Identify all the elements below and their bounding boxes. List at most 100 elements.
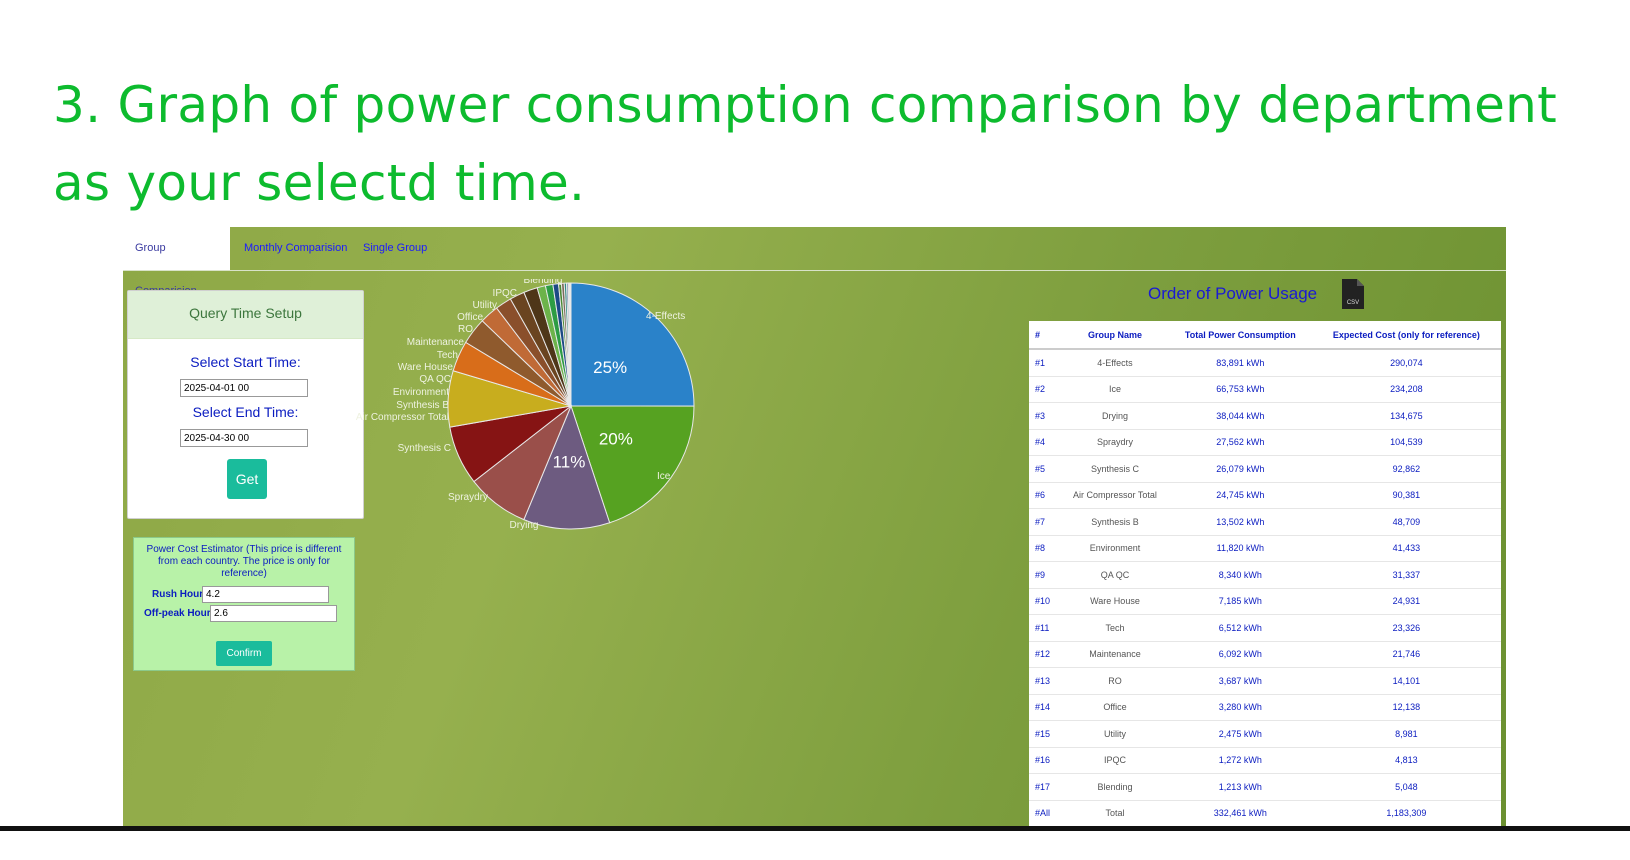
- table-row: #15 Utility 2,475 kWh 8,981: [1029, 720, 1501, 748]
- rank-cell: #16: [1029, 747, 1061, 774]
- col-total-power-header: Total Power Consumption: [1168, 321, 1312, 350]
- pie-percent-label: 20%: [599, 429, 633, 448]
- table-row: #14 Office 3,280 kWh 12,138: [1029, 694, 1501, 721]
- order-title: Order of Power Usage: [1148, 284, 1318, 303]
- pie-category-label: Air Compressor Total: [356, 412, 449, 423]
- table-row: #3 Drying 38,044 kWh 134,675: [1029, 402, 1501, 430]
- table-header-row: # Group Name Total Power Consumption Exp…: [1029, 321, 1501, 350]
- power-cell: 1,213 kWh: [1168, 773, 1312, 801]
- pie-chart-svg: 25% 20% 11% 4-Effects Ice Drying Spraydry Synth…: [356, 275, 695, 531]
- end-time-label: Select End Time:: [192, 404, 299, 420]
- cost-cell: 92,862: [1311, 455, 1501, 483]
- pie-category-label: Synthesis C: [398, 443, 451, 454]
- rank-cell: #7: [1029, 508, 1061, 536]
- cost-cell: 12,138: [1311, 694, 1501, 721]
- rank-cell: #13: [1029, 667, 1061, 695]
- cost-cell: 234,208: [1311, 376, 1501, 403]
- table-row: #12 Maintenance 6,092 kWh 21,746: [1029, 641, 1501, 668]
- power-cell: 66,753 kWh: [1168, 376, 1312, 403]
- table-row: #13 RO 3,687 kWh 14,101: [1029, 667, 1501, 695]
- cost-cell: 1,183,309: [1311, 800, 1501, 827]
- group-name-cell: Synthesis B: [1061, 508, 1169, 536]
- group-name-cell: QA QC: [1061, 561, 1169, 589]
- rank-cell: #11: [1029, 614, 1061, 642]
- power-cell: 7,185 kWh: [1168, 588, 1312, 615]
- pie-percent-label: 25%: [593, 358, 627, 377]
- pie-category-label: Tech: [437, 350, 458, 361]
- tab-single-group[interactable]: Single Group: [363, 242, 428, 254]
- rank-cell: #5: [1029, 455, 1061, 483]
- rank-cell: #4: [1029, 429, 1061, 456]
- pie-slice[interactable]: [570, 282, 695, 407]
- rank-cell: #3: [1029, 402, 1061, 430]
- group-name-cell: 4-Effects: [1061, 349, 1169, 377]
- usage-table: # Group Name Total Power Consumption Exp…: [1029, 321, 1501, 827]
- power-cell: 83,891 kWh: [1168, 349, 1312, 377]
- cost-cell: 134,675: [1311, 402, 1501, 430]
- table-row: #16 IPQC 1,272 kWh 4,813: [1029, 747, 1501, 774]
- rank-cell: #1: [1029, 349, 1061, 377]
- table-row: #8 Environment 11,820 kWh 41,433: [1029, 535, 1501, 562]
- rank-cell: #12: [1029, 641, 1061, 668]
- rank-cell: #10: [1029, 588, 1061, 615]
- group-name-cell: Blending: [1061, 773, 1169, 801]
- start-time-label: Select Start Time:: [190, 354, 301, 370]
- group-name-cell: Spraydry: [1061, 429, 1169, 456]
- group-name-cell: Drying: [1061, 402, 1169, 430]
- rush-hour-input[interactable]: [202, 586, 329, 603]
- table-row: #1 4-Effects 83,891 kWh 290,074: [1029, 349, 1501, 377]
- confirm-button[interactable]: Confirm: [216, 641, 272, 666]
- pie-category-label: RO: [458, 324, 473, 335]
- power-cell: 332,461 kWh: [1168, 800, 1312, 827]
- power-cell: 6,512 kWh: [1168, 614, 1312, 642]
- tab-bar: Group Comparision Monthly Comparision Si…: [123, 227, 1506, 297]
- col-group-name-header: Group Name: [1061, 321, 1169, 350]
- cost-estimator-title: Power Cost Estimator (This price is diff…: [146, 544, 342, 579]
- table-row: #7 Synthesis B 13,502 kWh 48,709: [1029, 508, 1501, 536]
- power-dashboard-window: Group Comparision Monthly Comparision Si…: [123, 227, 1506, 828]
- pie-category-label: Drying: [510, 520, 539, 531]
- power-cell: 26,079 kWh: [1168, 455, 1312, 483]
- pie-slice[interactable]: [570, 405, 695, 524]
- group-name-cell: Synthesis C: [1061, 455, 1169, 483]
- table-row: #4 Spraydry 27,562 kWh 104,539: [1029, 429, 1501, 456]
- pie-percent-label: 11%: [553, 452, 586, 471]
- tab-monthly-comparision[interactable]: Monthly Comparision: [244, 242, 348, 254]
- pie-category-label: 4-Effects: [646, 311, 685, 322]
- group-name-cell: Air Compressor Total: [1061, 482, 1169, 509]
- table-row: #2 Ice 66,753 kWh 234,208: [1029, 376, 1501, 403]
- cost-cell: 8,981: [1311, 720, 1501, 748]
- col-rank-header: #: [1029, 321, 1061, 350]
- table-row: #17 Blending 1,213 kWh 5,048: [1029, 773, 1501, 801]
- table-row: #6 Air Compressor Total 24,745 kWh 90,381: [1029, 482, 1501, 509]
- cost-cell: 24,931: [1311, 588, 1501, 615]
- off-peak-hour-input[interactable]: [210, 605, 337, 622]
- end-time-input[interactable]: [180, 429, 308, 447]
- table-row: #9 QA QC 8,340 kWh 31,337: [1029, 561, 1501, 589]
- pie-slice[interactable]: [523, 404, 611, 530]
- group-name-cell: Tech: [1061, 614, 1169, 642]
- table-row: #11 Tech 6,512 kWh 23,326: [1029, 614, 1501, 642]
- power-cell: 38,044 kWh: [1168, 402, 1312, 430]
- pie-category-label: QA QC: [419, 374, 451, 385]
- power-cell: 3,687 kWh: [1168, 667, 1312, 695]
- power-cell: 8,340 kWh: [1168, 561, 1312, 589]
- power-cell: 3,280 kWh: [1168, 694, 1312, 721]
- power-cost-estimator: Power Cost Estimator (This price is diff…: [133, 537, 355, 671]
- start-time-input[interactable]: [180, 379, 308, 397]
- rank-cell: #9: [1029, 561, 1061, 589]
- rank-cell: #17: [1029, 773, 1061, 801]
- cost-cell: 104,539: [1311, 429, 1501, 456]
- group-name-cell: Ware House: [1061, 588, 1169, 615]
- pie-category-label: Maintenance: [407, 337, 465, 348]
- get-button[interactable]: Get: [227, 459, 267, 499]
- page-headline: 3. Graph of power consumption comparison…: [53, 76, 1558, 212]
- pie-category-label: IPQC: [493, 288, 517, 299]
- usage-table-container: # Group Name Total Power Consumption Exp…: [1029, 321, 1501, 827]
- pie-category-label: Environment: [393, 387, 449, 398]
- csv-file-icon[interactable]: CSV: [1342, 279, 1364, 309]
- group-name-cell: Ice: [1061, 376, 1169, 403]
- tab-group-comparision[interactable]: Group Comparision: [123, 227, 230, 297]
- rank-cell: #All: [1029, 800, 1061, 827]
- power-cell: 24,745 kWh: [1168, 482, 1312, 509]
